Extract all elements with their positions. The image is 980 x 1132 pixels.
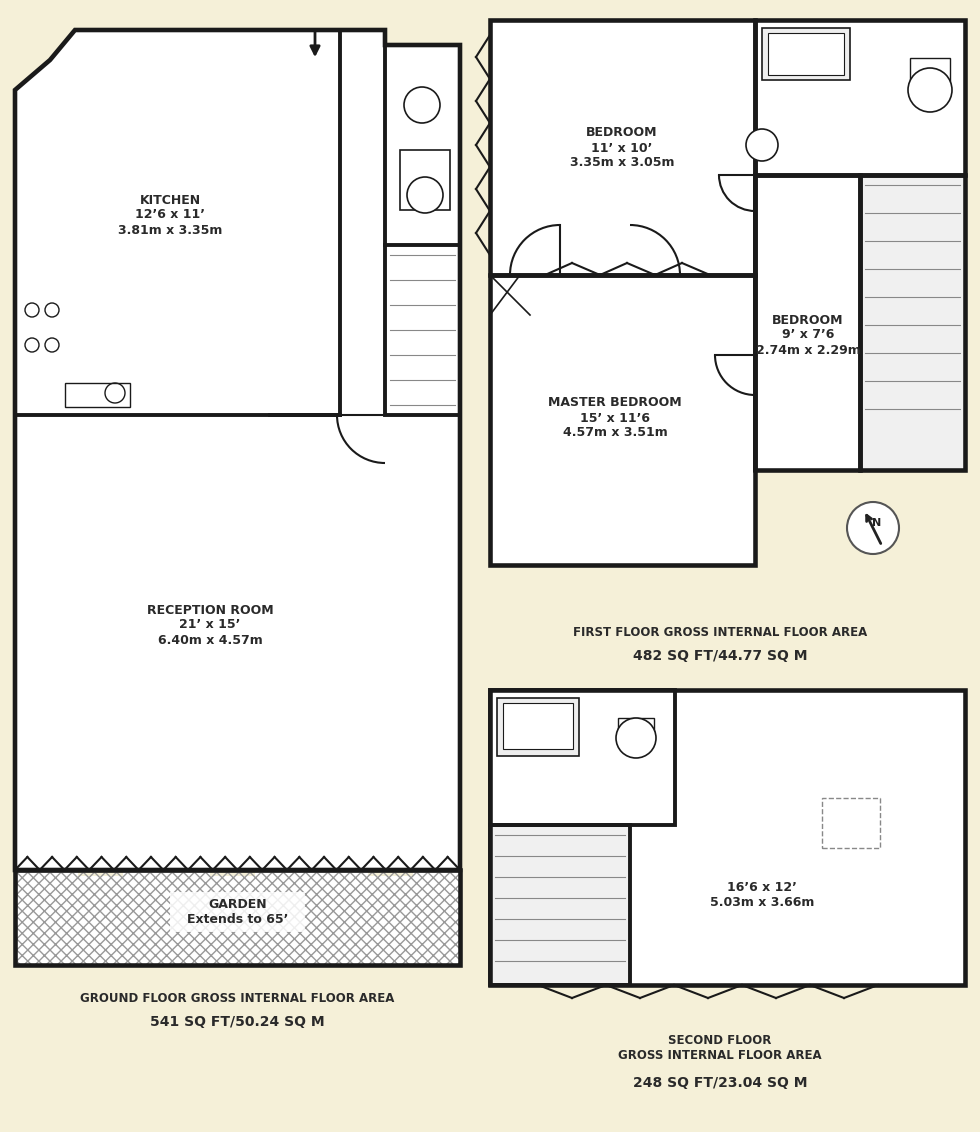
Bar — [860, 175, 965, 470]
Bar — [400, 151, 450, 211]
Text: 541 SQ FT/50.24 SQ M: 541 SQ FT/50.24 SQ M — [150, 1015, 324, 1029]
Bar — [503, 703, 573, 749]
Circle shape — [847, 501, 899, 554]
Bar — [368, 867, 413, 876]
Bar — [497, 698, 579, 756]
Bar — [65, 383, 130, 408]
Circle shape — [746, 129, 778, 161]
Bar — [490, 20, 755, 275]
Bar — [78, 867, 123, 876]
Bar — [15, 871, 460, 964]
Bar — [400, 151, 450, 211]
Bar — [170, 892, 305, 932]
Bar — [490, 691, 675, 825]
Text: RECEPTION ROOM
21’ x 15’
6.40m x 4.57m: RECEPTION ROOM 21’ x 15’ 6.40m x 4.57m — [147, 603, 273, 646]
Text: BEDROOM
11’ x 10’
3.35m x 3.05m: BEDROOM 11’ x 10’ 3.35m x 3.05m — [569, 127, 674, 170]
Bar — [860, 175, 965, 470]
Bar — [768, 33, 844, 75]
Bar — [755, 175, 860, 470]
Bar — [910, 58, 950, 82]
Bar — [490, 691, 965, 985]
Bar — [618, 718, 654, 738]
Bar — [385, 45, 460, 415]
Bar — [490, 275, 755, 565]
Text: BEDROOM
9’ x 7’6
2.74m x 2.29m: BEDROOM 9’ x 7’6 2.74m x 2.29m — [756, 314, 860, 357]
Bar — [15, 871, 460, 964]
Bar — [490, 825, 630, 985]
Circle shape — [404, 87, 440, 123]
Circle shape — [407, 177, 443, 213]
Bar — [210, 867, 255, 876]
Bar — [762, 28, 850, 80]
Bar — [490, 275, 755, 565]
Bar — [15, 871, 460, 964]
Bar — [755, 20, 965, 175]
Text: 482 SQ FT/44.77 SQ M: 482 SQ FT/44.77 SQ M — [633, 649, 808, 663]
Bar — [910, 58, 950, 82]
Bar — [762, 28, 850, 80]
Bar — [618, 718, 654, 738]
Text: N: N — [872, 518, 882, 528]
Bar — [490, 691, 675, 825]
Text: MASTER BEDROOM
15’ x 11’6
4.57m x 3.51m: MASTER BEDROOM 15’ x 11’6 4.57m x 3.51m — [548, 396, 682, 439]
Text: GROUND FLOOR GROSS INTERNAL FLOOR AREA: GROUND FLOOR GROSS INTERNAL FLOOR AREA — [79, 992, 394, 1004]
Bar — [497, 698, 579, 756]
Bar — [65, 383, 130, 408]
Text: GARDEN
Extends to 65’: GARDEN Extends to 65’ — [187, 898, 289, 926]
Bar — [755, 470, 965, 565]
Text: KITCHEN
12’6 x 11’
3.81m x 3.35m: KITCHEN 12’6 x 11’ 3.81m x 3.35m — [118, 194, 222, 237]
Polygon shape — [15, 31, 460, 871]
Bar — [490, 691, 965, 985]
Bar — [755, 175, 860, 470]
Bar — [490, 20, 755, 275]
Text: FIRST FLOOR GROSS INTERNAL FLOOR AREA: FIRST FLOOR GROSS INTERNAL FLOOR AREA — [573, 626, 867, 638]
Circle shape — [908, 68, 952, 112]
Text: 248 SQ FT/23.04 SQ M: 248 SQ FT/23.04 SQ M — [633, 1077, 808, 1090]
Text: 16’6 x 12’
5.03m x 3.66m: 16’6 x 12’ 5.03m x 3.66m — [710, 881, 814, 909]
Text: SECOND FLOOR
GROSS INTERNAL FLOOR AREA: SECOND FLOOR GROSS INTERNAL FLOOR AREA — [618, 1034, 822, 1062]
Bar — [755, 20, 965, 175]
Bar — [822, 798, 880, 848]
Circle shape — [616, 718, 656, 758]
Bar — [768, 33, 844, 75]
Bar — [503, 703, 573, 749]
Bar — [490, 825, 630, 985]
Bar — [385, 45, 460, 415]
